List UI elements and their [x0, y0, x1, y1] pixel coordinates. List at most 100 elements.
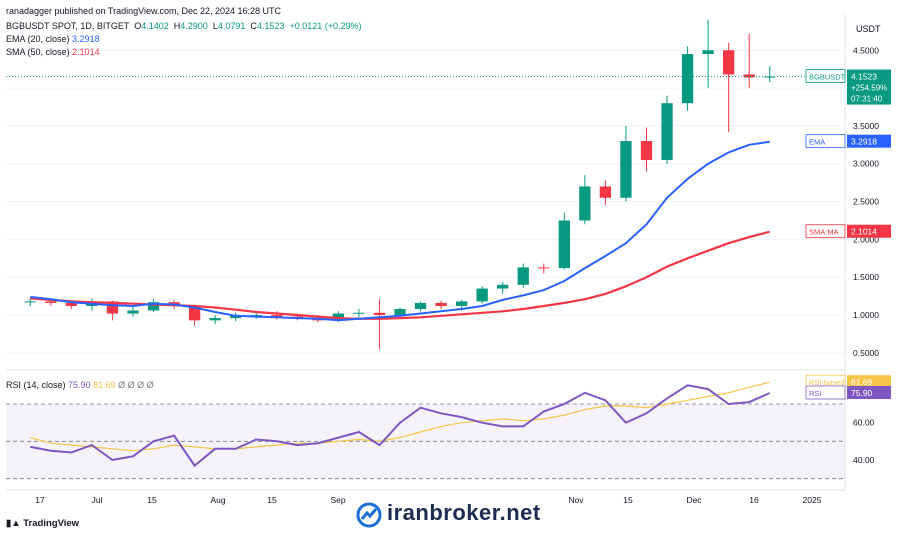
- candle-body: [250, 315, 262, 317]
- ema-legend-value: 3.2918: [72, 34, 100, 44]
- rsi-tick-label: 40.00: [853, 455, 875, 465]
- price-tick-label: 4.5000: [853, 45, 879, 55]
- tradingview-logo-icon: ▮▲: [6, 518, 21, 529]
- time-axis-label: Nov: [568, 495, 584, 505]
- candle-body: [743, 74, 755, 78]
- watermark-text: iranbroker.net: [387, 500, 541, 525]
- currency-label: USDT: [856, 24, 881, 34]
- symbol-line: BGBUSDT SPOT, 1D, BITGET O4.1402 H4.2900…: [6, 21, 362, 31]
- last-price-tag: BGBUSDT 4.1523 +254.59% 07:31:40: [805, 69, 891, 105]
- time-axis-label: 15: [147, 495, 157, 505]
- rsi-line: [30, 384, 771, 468]
- candle-body: [455, 301, 468, 306]
- candle-body: [373, 312, 386, 316]
- ohlc-open: 4.1402: [141, 21, 169, 31]
- candle-body: [681, 54, 694, 104]
- last-price-tag-name: BGBUSDT: [809, 73, 846, 82]
- rsi-tag-value: 75.90: [851, 388, 873, 398]
- candle-body: [497, 284, 509, 289]
- ema-price-tag: EMA 3.2918: [805, 134, 891, 149]
- rsi-legend-label: RSI (14, close): [6, 380, 66, 390]
- ohlc-close: 4.1523: [256, 21, 285, 31]
- ohlc-low: 4.0791: [217, 21, 246, 31]
- tradingview-brand: TradingView: [23, 518, 80, 529]
- sma-legend[interactable]: SMA (50, close) 2.1014: [6, 47, 100, 57]
- sma-price-tag: SMA:MA 2.1014: [805, 224, 891, 239]
- time-axis-label: 2025: [803, 495, 822, 505]
- candle-body: [127, 310, 139, 314]
- sma-price-tag-value-box: [847, 224, 891, 238]
- price-tick-label: 1.5000: [853, 272, 879, 282]
- price-tick-label: 3.0000: [853, 159, 879, 169]
- candle-body: [332, 313, 345, 321]
- ema-line: [30, 140, 770, 322]
- candle-body: [271, 315, 283, 317]
- candle-body: [476, 288, 488, 302]
- rsi-legend[interactable]: RSI (14, close) 75.90 81.69 Ø Ø Ø Ø: [6, 380, 154, 390]
- time-axis-label: 15: [267, 495, 277, 505]
- rsi-tag-name-box: [805, 385, 846, 400]
- ema-price-tag-value-box: [847, 134, 891, 148]
- sma-legend-label: SMA (50, close): [6, 47, 70, 57]
- price-tick-label: 3.5000: [853, 121, 879, 131]
- time-axis-label: 17: [35, 495, 45, 505]
- rsi-ma-tag-value: 81.69: [851, 377, 873, 387]
- candle-body: [702, 50, 714, 55]
- ema-price-tag-value: 3.2918: [851, 137, 877, 147]
- iranbroker-logo-icon: [356, 502, 382, 528]
- time-axis-label: Aug: [210, 495, 225, 505]
- ema-price-tag-name-box: [805, 134, 846, 149]
- time-axis-label: Sep: [330, 495, 345, 505]
- price-tick-label: 2.0000: [853, 234, 879, 244]
- candle-body: [353, 312, 365, 314]
- candle-body: [414, 302, 427, 309]
- last-price-tag-name-box: [805, 69, 846, 83]
- rsi-band-fill: [6, 404, 845, 479]
- ohlc-h-label: H: [173, 21, 181, 31]
- ohlc-l-label: L: [212, 21, 218, 31]
- candle-body: [661, 103, 673, 160]
- candle-body: [723, 50, 735, 75]
- candle-body: [230, 315, 242, 319]
- price-tick-label: 1.0000: [853, 310, 879, 320]
- candle-body: [24, 301, 36, 303]
- sma-price-tag-name: SMA:MA: [809, 228, 839, 237]
- candle-body: [538, 267, 550, 269]
- time-axis-label: 15: [623, 495, 633, 505]
- time-axis-label: Jul: [92, 495, 103, 505]
- sma-legend-value: 2.1014: [72, 47, 100, 57]
- candle-body: [599, 186, 612, 198]
- candle-body: [147, 302, 160, 311]
- candle-body: [620, 141, 632, 198]
- rsi-tag-value-box: [847, 385, 891, 399]
- candle-body: [106, 301, 119, 314]
- rsi-legend-value: 75.90: [68, 380, 91, 390]
- ema-legend[interactable]: EMA (20, close) 3.2918: [6, 34, 100, 44]
- price-tick-label: 2.5000: [853, 197, 879, 207]
- candle-body: [764, 76, 776, 78]
- candle-body: [640, 141, 653, 160]
- time-axis-label: 16: [749, 495, 759, 505]
- candle-body: [65, 302, 77, 306]
- rsi-ma-legend-value: 81.69: [93, 380, 116, 390]
- rsi-tick-label: 60.00: [853, 418, 875, 428]
- rsi-ma-tag-value-box: [847, 375, 891, 389]
- rsi-legend-extra: Ø Ø Ø Ø: [118, 380, 154, 390]
- symbol-name: BGBUSDT SPOT, 1D, BITGET: [6, 21, 130, 31]
- candle-body: [188, 305, 201, 321]
- candle-body: [579, 186, 591, 221]
- candle-body: [435, 302, 447, 306]
- tradingview-logo[interactable]: ▮▲ TradingView: [6, 518, 79, 529]
- ohlc-o-label: O: [134, 21, 142, 31]
- ohlc-change: +0.0121 (+0.29%): [289, 21, 362, 31]
- ema-legend-label: EMA (20, close): [6, 34, 70, 44]
- ohlc-c-label: C: [250, 21, 257, 31]
- last-price-tag-value: 4.1523: [851, 72, 877, 82]
- candle-body: [558, 220, 570, 269]
- time-axis-label: Dec: [686, 495, 702, 505]
- candle-body: [517, 267, 529, 285]
- candle-body: [45, 301, 57, 303]
